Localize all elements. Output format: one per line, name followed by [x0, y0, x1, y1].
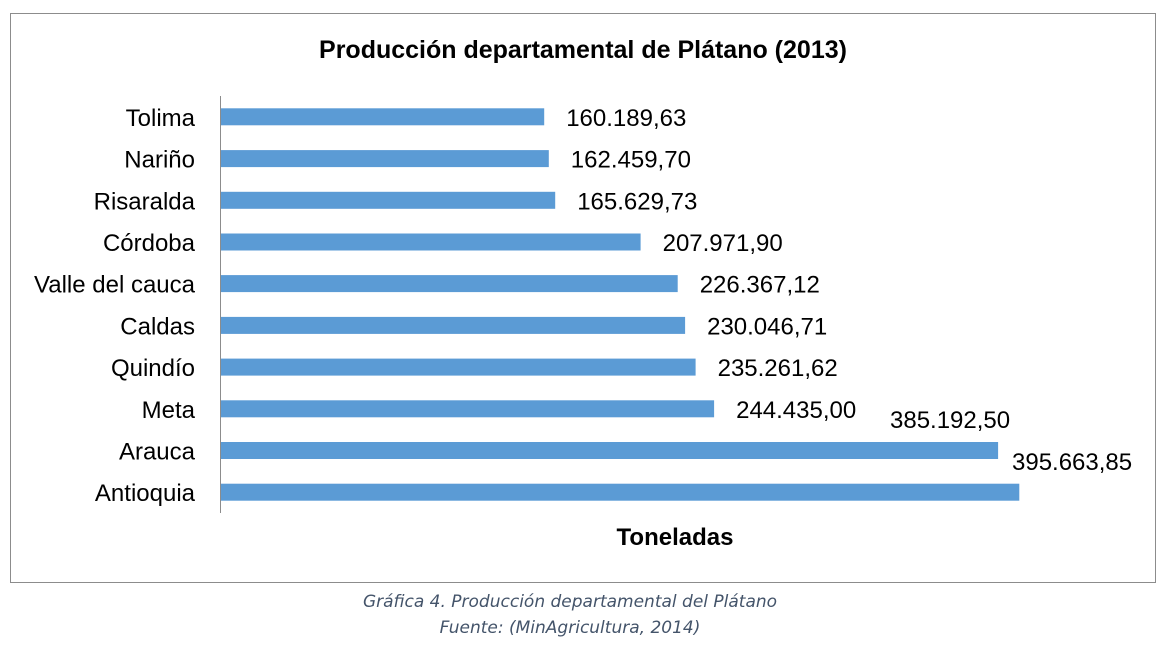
category-labels: Tolima Nariño Risaralda Córdoba Valle del ca… [34, 105, 196, 507]
category-label: Nariño [124, 147, 195, 174]
value-labels: 160.189,63 162.459,70 165.629,73 207.971,90… [566, 105, 1132, 476]
chart-title: Producción departamental de Plátano (201… [319, 36, 847, 64]
bar [221, 358, 696, 376]
bar [221, 191, 556, 209]
bar [221, 108, 545, 126]
bar [221, 483, 1020, 501]
category-label: Córdoba [103, 230, 196, 257]
bar [221, 316, 686, 334]
x-axis-title: Toneladas [617, 524, 734, 551]
category-label: Risaralda [94, 188, 196, 215]
figure-source: Fuente: (MinAgricultura, 2014) [439, 618, 701, 638]
category-label: Caldas [120, 313, 195, 340]
category-label: Meta [142, 397, 196, 424]
bar [221, 233, 641, 251]
bar [221, 150, 549, 168]
value-label: 207.971,90 [663, 230, 783, 257]
category-label: Arauca [119, 439, 196, 466]
category-label: Quindío [111, 355, 195, 382]
value-label: 226.367,12 [700, 272, 820, 299]
value-label: 160.189,63 [566, 105, 686, 132]
category-label: Antioquia [95, 480, 196, 507]
figure-caption: Gráfica 4. Producción departamental del … [362, 592, 778, 612]
category-label: Tolima [126, 105, 196, 132]
bar [221, 442, 999, 459]
category-label: Valle del cauca [34, 272, 196, 299]
value-label: 162.459,70 [571, 147, 691, 174]
bars-group [221, 108, 1020, 501]
value-label: 235.261,62 [718, 355, 838, 382]
bar [221, 275, 678, 293]
value-label: 395.663,85 [1012, 449, 1132, 476]
value-label: 230.046,71 [707, 313, 827, 340]
bar [221, 400, 715, 418]
bar-chart: Producción departamental de Plátano (201… [34, 36, 1132, 551]
value-label: 165.629,73 [577, 188, 697, 215]
value-label: 385.192,50 [890, 407, 1010, 434]
value-label: 244.435,00 [736, 397, 856, 424]
